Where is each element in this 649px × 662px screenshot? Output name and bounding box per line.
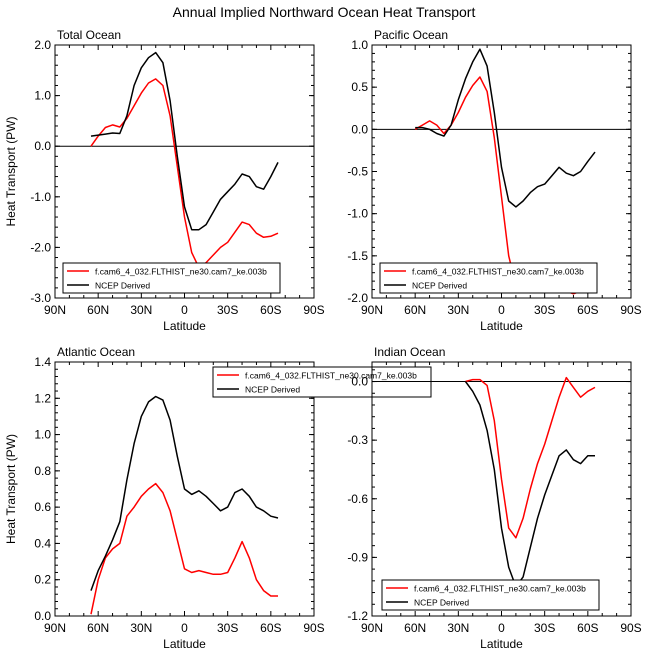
legend-box (62, 262, 281, 294)
x-tick-label: 30N (130, 621, 152, 635)
legend: f.cam6_4_032.FLTHIST_ne30.cam7_ke.003b NC… (379, 262, 598, 294)
x-tick-label: 60S (577, 303, 598, 317)
x-tick-label: 0 (181, 621, 188, 635)
x-tick-label: 60S (260, 303, 281, 317)
y-tick-label: 0.5 (351, 80, 368, 94)
x-axis-label: Latitude (163, 319, 206, 333)
x-tick-label: 90N (44, 621, 66, 635)
chart-panel: Total Ocean 90N 60N 30N 0 30S 60S 90S -3.0 -2.0 -1… (4, 28, 325, 333)
legend-label: NCEP Derived (245, 385, 300, 395)
y-tick-label: 0.6 (34, 500, 51, 514)
y-tick-label: 1.0 (34, 428, 51, 442)
y-tick-label: 0.8 (34, 464, 51, 478)
series-line (90, 51, 279, 231)
plot-frame (371, 361, 632, 617)
legend: f.cam6_4_032.FLTHIST_ne30.cam7_ke.003b NC… (212, 366, 432, 398)
y-tick-label: -1.0 (30, 190, 51, 204)
plot-frame (371, 44, 632, 299)
series-line (90, 482, 278, 615)
legend-label: NCEP Derived (95, 281, 150, 291)
chart-panel: Pacific Ocean 90N 60N 30N 0 30S 60S 90S -2.0 -1.5… (347, 28, 641, 333)
y-tick-label: -2.0 (347, 291, 368, 305)
x-axis-label: Latitude (163, 637, 206, 651)
x-tick-label: 90S (303, 621, 324, 635)
x-tick-label: 60S (260, 621, 281, 635)
series-line (90, 395, 279, 591)
x-tick-label: 60N (404, 303, 426, 317)
panel-title: Pacific Ocean (374, 28, 448, 42)
legend-box (379, 262, 598, 294)
y-tick-label: 0.2 (34, 573, 51, 587)
legend: f.cam6_4_032.FLTHIST_ne30.cam7_ke.003b NC… (62, 262, 281, 294)
y-tick-label: 0.0 (34, 139, 51, 153)
y-tick-label: 1.0 (351, 38, 368, 52)
y-tick-label: -0.9 (347, 550, 368, 564)
x-tick-label: 60N (404, 621, 426, 635)
y-tick-label: 0.4 (34, 536, 51, 550)
x-tick-label: 60N (87, 303, 109, 317)
legend-label: f.cam6_4_032.FLTHIST_ne30.cam7_ke.003b (412, 267, 584, 277)
x-tick-label: 90N (361, 621, 383, 635)
x-tick-label: 30N (130, 303, 152, 317)
x-tick-label: 0 (498, 303, 505, 317)
y-tick-label: 0.0 (351, 122, 368, 136)
x-axis-label: Latitude (480, 319, 523, 333)
panel-title: Atlantic Ocean (57, 345, 135, 359)
y-tick-label: 1.4 (34, 355, 51, 369)
series-line (464, 381, 595, 588)
y-tick-label: 0.0 (34, 609, 51, 623)
y-tick-label: 2.0 (34, 38, 51, 52)
legend: f.cam6_4_032.FLTHIST_ne30.cam7_ke.003b NC… (381, 579, 600, 611)
plot-frame (54, 44, 315, 299)
x-tick-label: 0 (181, 303, 188, 317)
x-tick-label: 90S (620, 303, 641, 317)
x-tick-label: 90S (303, 303, 324, 317)
y-tick-label: -3.0 (30, 291, 51, 305)
y-tick-label: 1.0 (34, 89, 51, 103)
x-tick-label: 30S (534, 303, 555, 317)
chart-panel: Atlantic Ocean 90N 60N 30N 0 30S 60S 90S 0.0 0.2 0… (4, 345, 432, 651)
x-axis-label: Latitude (480, 637, 523, 651)
y-tick-label: -0.3 (347, 433, 368, 447)
x-tick-label: 60N (87, 621, 109, 635)
legend-box (381, 579, 600, 611)
y-tick-label: -2.0 (30, 240, 51, 254)
x-tick-label: 30N (447, 303, 469, 317)
y-tick-label: 1.2 (34, 391, 51, 405)
x-tick-label: 30S (217, 303, 238, 317)
series-line (90, 78, 279, 269)
y-tick-label: 0.0 (351, 375, 368, 389)
legend-label: NCEP Derived (414, 598, 469, 608)
chart-panels: Total Ocean 90N 60N 30N 0 30S 60S 90S -3.0 -2.0 -1… (4, 28, 642, 651)
x-tick-label: 90N (361, 303, 383, 317)
y-tick-label: -1.5 (347, 249, 368, 263)
x-tick-label: 90N (44, 303, 66, 317)
series-line (465, 376, 596, 539)
y-tick-label: -1.0 (347, 207, 368, 221)
x-tick-label: 60S (577, 621, 598, 635)
panel-title: Total Ocean (57, 28, 121, 42)
figure-title: Annual Implied Northward Ocean Heat Tran… (173, 4, 476, 20)
y-tick-label: -1.2 (347, 609, 368, 623)
x-tick-label: 90S (620, 621, 641, 635)
y-axis-label: Heat Transport (PW) (4, 116, 18, 226)
legend-label: f.cam6_4_032.FLTHIST_ne30.cam7_ke.003b (95, 267, 267, 277)
y-tick-label: -0.5 (347, 165, 368, 179)
y-tick-label: -0.6 (347, 492, 368, 506)
legend-label: NCEP Derived (412, 281, 467, 291)
x-tick-label: 30S (534, 621, 555, 635)
x-tick-label: 0 (498, 621, 505, 635)
panel-title: Indian Ocean (374, 345, 445, 359)
legend-label: f.cam6_4_032.FLTHIST_ne30.cam7_ke.003b (414, 584, 586, 594)
chart-panel: Indian Ocean 90N 60N 30N 0 30S 60S 90S -1.2 -0.9 -… (347, 345, 641, 651)
legend-label: f.cam6_4_032.FLTHIST_ne30.cam7_ke.003b (245, 371, 417, 381)
x-tick-label: 30N (447, 621, 469, 635)
x-tick-label: 30S (217, 621, 238, 635)
y-axis-label: Heat Transport (PW) (4, 434, 18, 544)
series-line (415, 48, 596, 208)
